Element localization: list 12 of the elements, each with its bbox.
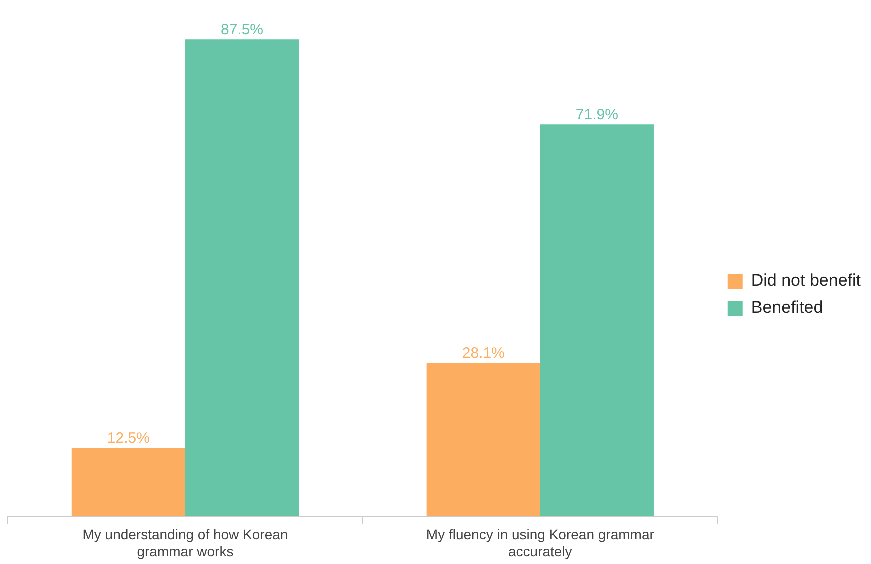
legend-label: Benefited xyxy=(751,298,824,318)
data-label: 12.5% xyxy=(107,430,150,447)
data-label: 71.9% xyxy=(576,106,618,124)
x-tick-label: My understanding of how Korean grammar works xyxy=(82,526,288,560)
legend-label: Did not benefit xyxy=(751,271,862,290)
bar xyxy=(426,363,540,516)
bar xyxy=(185,40,300,516)
x-tick-label: My fluency in using Korean grammar accurately xyxy=(426,526,655,560)
bar xyxy=(72,448,186,516)
bar xyxy=(540,124,654,516)
data-label: 28.1% xyxy=(462,344,505,362)
data-label: 87.5% xyxy=(220,21,264,38)
